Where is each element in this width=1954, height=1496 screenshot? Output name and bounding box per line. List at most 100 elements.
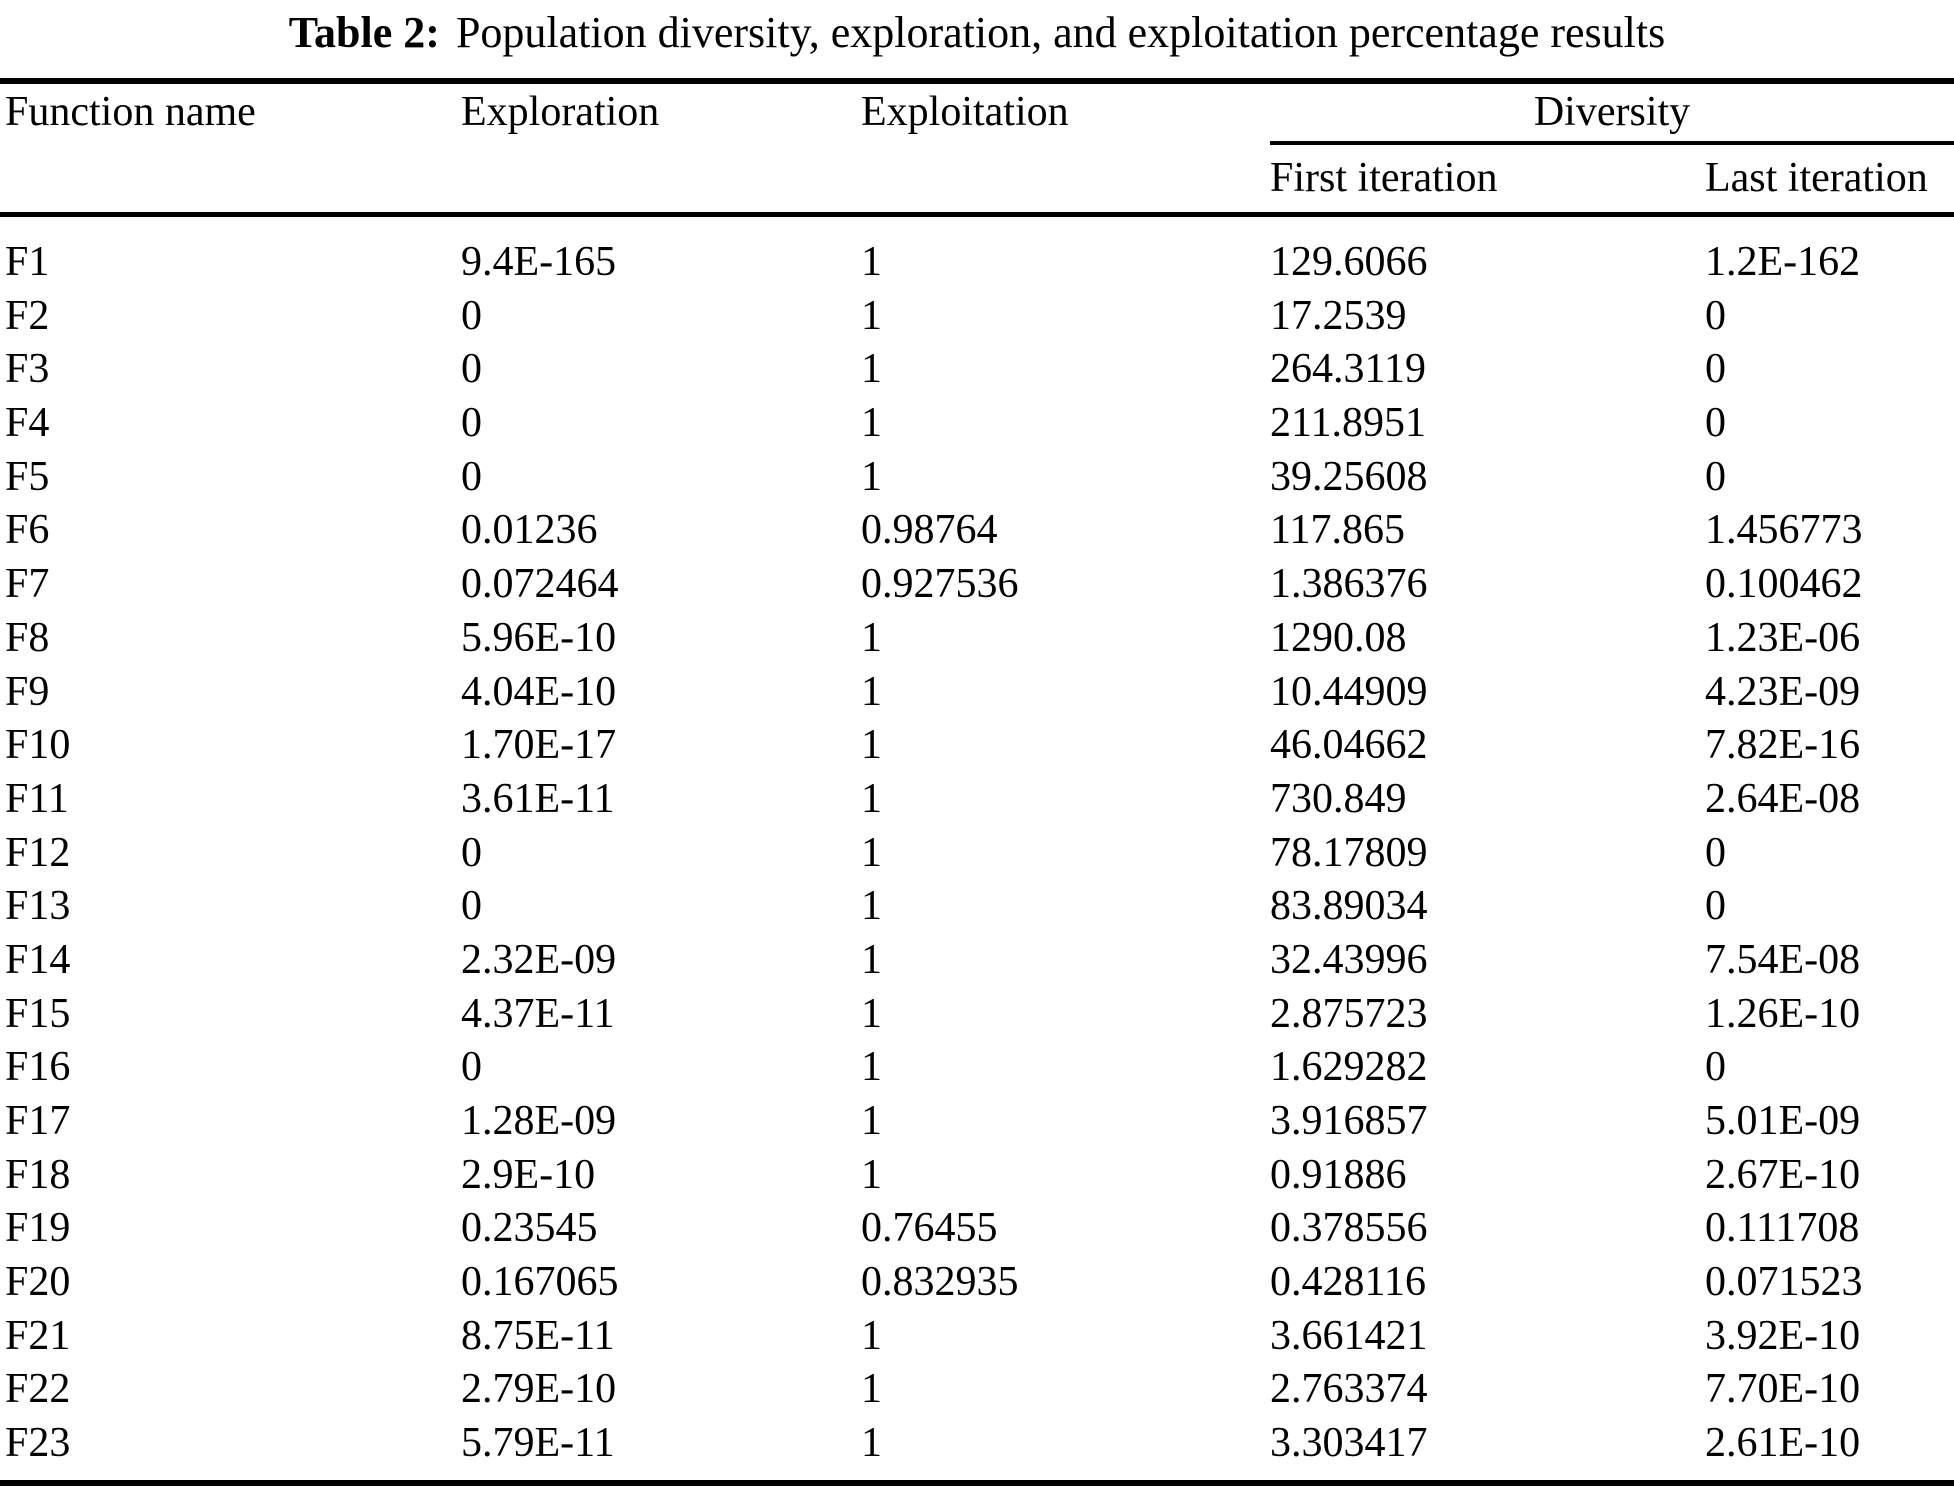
cell-exploitation: 1 [861,1366,882,1413]
cell-diversity-last-iteration: 2.61E-10 [1705,1420,1861,1467]
cell-diversity-last-iteration: 0 [1705,346,1726,393]
cell-diversity-first-iteration: 78.17809 [1270,829,1428,876]
cell-diversity-first-iteration: 3.661421 [1270,1312,1428,1359]
table-row: F6 0.01236 0.98764 117.865 1.456773 [0,504,1954,558]
table-row: F12 0 1 78.17809 0 [0,827,1954,881]
cell-diversity-last-iteration: 7.82E-16 [1705,722,1861,769]
cell-exploitation: 1 [861,936,882,983]
cell-exploration: 0 [461,829,482,876]
cell-exploration: 4.37E-11 [461,990,615,1037]
cell-diversity-first-iteration: 32.43996 [1270,936,1428,983]
cell-diversity-first-iteration: 3.303417 [1270,1420,1428,1467]
cell-exploration: 2.32E-09 [461,936,617,983]
cell-exploitation: 0.832935 [861,1259,1019,1306]
cell-exploitation: 1 [861,292,882,339]
header-first-iteration: First iteration [1270,155,1498,201]
cell-function-name: F12 [5,829,71,876]
cell-exploitation: 1 [861,400,882,447]
top-rule [0,78,1954,84]
cell-exploration: 0.23545 [461,1205,598,1252]
cell-exploration: 2.9E-10 [461,1151,596,1198]
cell-diversity-first-iteration: 1290.08 [1270,614,1407,661]
cell-function-name: F3 [5,346,50,393]
header-exploitation: Exploitation [861,89,1069,135]
cell-exploitation: 1 [861,775,882,822]
cell-exploration: 3.61E-11 [461,775,615,822]
cell-exploitation: 1 [861,1312,882,1359]
cell-diversity-last-iteration: 5.01E-09 [1705,1098,1861,1144]
cell-diversity-first-iteration: 83.89034 [1270,883,1428,930]
table-caption-label: Table 2: [288,8,440,57]
cell-function-name: F23 [5,1420,71,1467]
cell-exploration: 0.072464 [461,561,619,608]
cell-exploitation: 1 [861,1151,882,1198]
cell-exploration: 0.167065 [461,1259,619,1306]
table-row: F15 4.37E-11 1 2.875723 1.26E-10 [0,988,1954,1042]
cell-diversity-last-iteration: 0 [1705,400,1726,447]
cell-exploitation: 0.76455 [861,1205,998,1252]
table-row: F13 0 1 83.89034 0 [0,880,1954,934]
cell-function-name: F5 [5,453,50,500]
cell-exploration: 0 [461,1044,482,1091]
cell-diversity-last-iteration: 0 [1705,883,1726,930]
cell-diversity-first-iteration: 17.2539 [1270,292,1407,339]
cell-exploitation: 0.927536 [861,561,1019,608]
cell-diversity-last-iteration: 7.70E-10 [1705,1366,1861,1413]
cell-diversity-first-iteration: 2.763374 [1270,1366,1428,1413]
cell-exploration: 0 [461,292,482,339]
cell-exploitation: 1 [861,346,882,393]
cell-exploitation: 1 [861,883,882,930]
cell-diversity-first-iteration: 2.875723 [1270,990,1428,1037]
cell-diversity-first-iteration: 1.386376 [1270,561,1428,608]
table-body: F1 9.4E-165 1 129.6066 1.2E-162 F2 0 1 1… [0,217,1954,1471]
cell-diversity-last-iteration: 0 [1705,829,1726,876]
cell-exploration: 2.79E-10 [461,1366,617,1413]
cell-exploration: 1.70E-17 [461,722,617,769]
cell-exploration: 4.04E-10 [461,668,617,715]
cell-exploration: 0.01236 [461,507,598,554]
table-row: F17 1.28E-09 1 3.916857 5.01E-09 [0,1095,1954,1149]
cell-diversity-last-iteration: 0 [1705,292,1726,339]
header-last-iteration: Last iteration [1705,155,1928,201]
cell-exploitation: 1 [861,668,882,715]
cell-function-name: F13 [5,883,71,930]
cell-exploration: 9.4E-165 [461,239,617,285]
cell-diversity-first-iteration: 730.849 [1270,775,1407,822]
cell-diversity-first-iteration: 264.3119 [1270,346,1426,393]
cell-function-name: F18 [5,1151,71,1198]
bottom-spacer [0,1471,1954,1480]
table-row: F7 0.072464 0.927536 1.386376 0.100462 [0,558,1954,612]
table-row: F2 0 1 17.2539 0 [0,290,1954,344]
cell-diversity-last-iteration: 0 [1705,1044,1726,1091]
table-row: F18 2.9E-10 1 0.91886 2.67E-10 [0,1149,1954,1203]
cell-function-name: F14 [5,936,71,983]
cell-exploration: 1.28E-09 [461,1098,617,1144]
cell-exploration: 5.79E-11 [461,1420,615,1467]
cell-exploitation: 1 [861,722,882,769]
cell-diversity-last-iteration: 1.2E-162 [1705,239,1861,285]
table-caption-text: Population diversity, exploration, and e… [455,8,1666,57]
cell-diversity-last-iteration: 1.26E-10 [1705,990,1861,1037]
cell-exploitation: 1 [861,1420,882,1467]
header-exploration: Exploration [461,89,660,135]
cell-exploration: 0 [461,400,482,447]
cell-exploitation: 1 [861,990,882,1037]
cell-function-name: F9 [5,668,50,715]
cell-diversity-last-iteration: 0.071523 [1705,1259,1863,1306]
cell-diversity-first-iteration: 10.44909 [1270,668,1428,715]
table-row: F22 2.79E-10 1 2.763374 7.70E-10 [0,1363,1954,1417]
header-diversity: Diversity [1270,84,1954,145]
table-row: F1 9.4E-165 1 129.6066 1.2E-162 [0,236,1954,290]
table-row: F21 8.75E-11 1 3.661421 3.92E-10 [0,1310,1954,1364]
cell-exploitation: 0.98764 [861,507,998,554]
cell-function-name: F2 [5,292,50,339]
table-row: F9 4.04E-10 1 10.44909 4.23E-09 [0,666,1954,720]
cell-diversity-first-iteration: 211.8951 [1270,400,1426,447]
cell-diversity-last-iteration: 7.54E-08 [1705,936,1861,983]
cell-exploitation: 1 [861,1044,882,1091]
cell-function-name: F16 [5,1044,71,1091]
table-row: F23 5.79E-11 1 3.303417 2.61E-10 [0,1417,1954,1471]
cell-function-name: F7 [5,561,50,608]
cell-diversity-last-iteration: 1.23E-06 [1705,614,1861,661]
cell-function-name: F19 [5,1205,71,1252]
